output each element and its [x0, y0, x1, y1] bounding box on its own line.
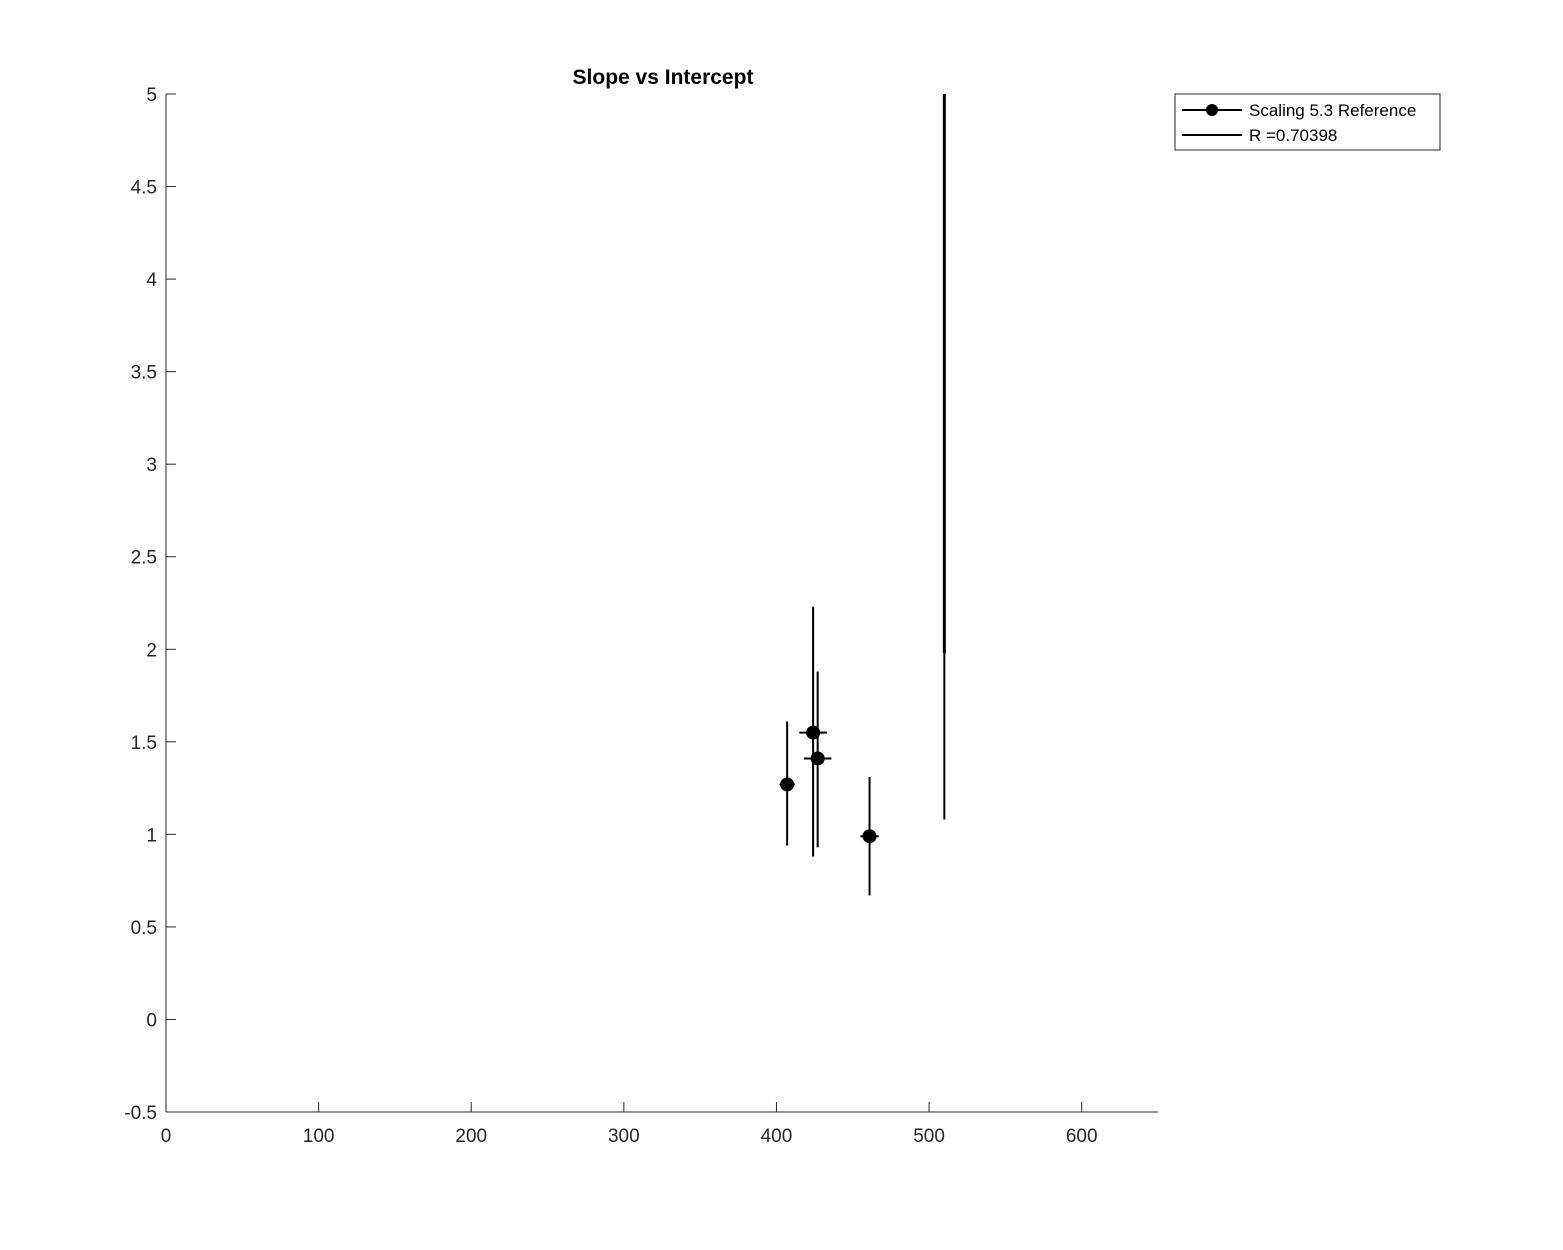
y-tick-label: -0.5 — [124, 1103, 157, 1124]
x-tick-label: 400 — [761, 1126, 793, 1147]
data-point — [806, 725, 821, 740]
legend-label-scaling: Scaling 5.3 Reference — [1249, 101, 1416, 120]
legend-label-r: R =0.70398 — [1249, 126, 1337, 145]
y-tick-label: 0.5 — [131, 918, 157, 939]
y-tick-label: 0 — [146, 1010, 157, 1031]
y-tick-label: 5 — [146, 85, 157, 106]
y-tick-label: 3.5 — [131, 363, 157, 384]
x-tick-label: 100 — [303, 1126, 335, 1147]
legend-marker-scaling — [1206, 104, 1218, 116]
axes — [165, 94, 1158, 1113]
data-point — [780, 777, 795, 792]
series-layer — [779, 94, 946, 896]
y-tick-label: 4.5 — [131, 178, 157, 199]
x-tick-label: 600 — [1066, 1126, 1098, 1147]
x-ticks: 0 100 200 300 400 500 600 — [161, 1102, 1098, 1147]
x-tick-label: 200 — [455, 1126, 487, 1147]
data-point — [810, 751, 825, 766]
chart-title: Slope vs Intercept — [573, 66, 754, 89]
x-tick-label: 500 — [913, 1126, 945, 1147]
y-tick-label: 4 — [146, 270, 157, 291]
y-tick-label: 2 — [146, 640, 157, 661]
y-ticks: -0.5 0 0.5 1 1.5 2 2.5 3 3.5 4 4.5 5 — [124, 85, 176, 1124]
data-point — [862, 829, 877, 844]
x-tick-label: 0 — [161, 1126, 172, 1147]
legend-box — [1174, 93, 1441, 151]
legend: Scaling 5.3 Reference R =0.70398 — [1174, 93, 1441, 151]
y-tick-label: 2.5 — [131, 548, 157, 569]
y-tick-label: 1 — [146, 825, 157, 846]
x-tick-label: 300 — [608, 1126, 640, 1147]
y-tick-label: 3 — [146, 455, 157, 476]
y-tick-label: 1.5 — [131, 733, 157, 754]
